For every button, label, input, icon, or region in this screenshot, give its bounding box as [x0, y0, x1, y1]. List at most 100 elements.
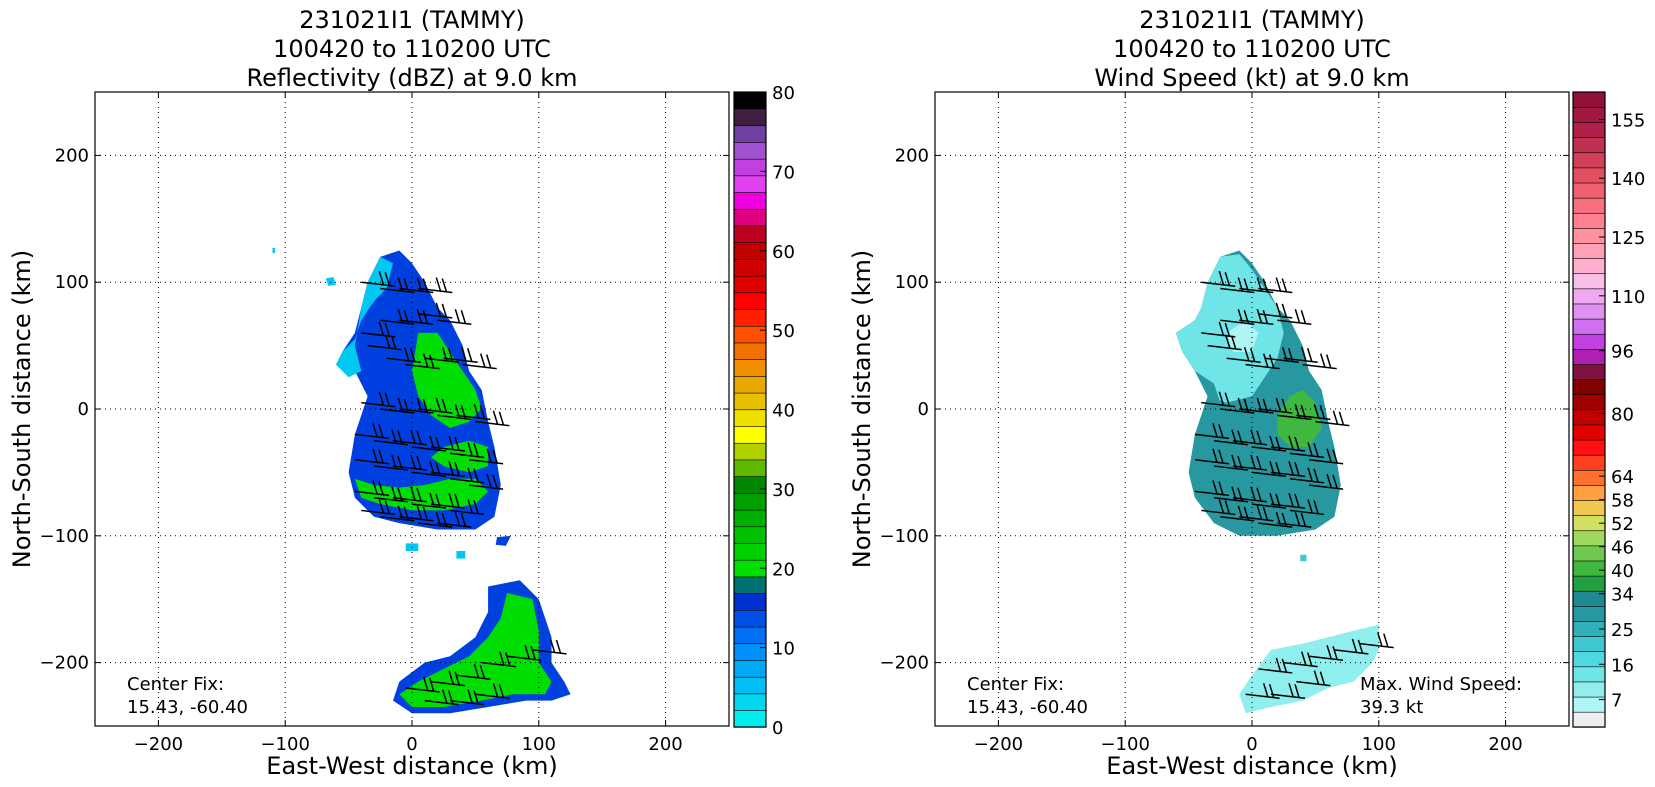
colorbar-segment — [733, 526, 767, 544]
x-tick-label: −100 — [260, 734, 309, 755]
wind-barb-12 — [405, 353, 440, 370]
colorbar-segment — [733, 392, 767, 411]
colorbar-segment — [733, 141, 767, 160]
wind-barb-9 — [437, 309, 472, 325]
colorbar-segment — [733, 208, 767, 227]
max-wind-text-line-1: Max. Wind Speed: — [1360, 674, 1522, 695]
wind-barb-21 — [456, 404, 491, 421]
y-axis-label: North-South distance (km) — [8, 250, 36, 569]
wind-barb-29 — [1308, 448, 1344, 465]
y-tick-label: 100 — [895, 272, 929, 293]
colorbar-segment — [1572, 137, 1606, 154]
colorbar-segment — [733, 425, 767, 444]
colorbar-segment — [733, 659, 767, 678]
wind-barb-14 — [1283, 347, 1318, 364]
colorbar-segment — [733, 191, 767, 210]
colorbar-segment — [733, 258, 767, 277]
wind-barb-47 — [437, 511, 472, 528]
colorbar-segment — [733, 342, 767, 360]
colorbar-segment — [1572, 439, 1606, 456]
wind-barb-7 — [1239, 309, 1274, 325]
storm-region-9 — [325, 277, 336, 286]
x-tick-label: −200 — [974, 734, 1023, 755]
wind-barb-30 — [1194, 448, 1230, 465]
wind-barb-30 — [354, 448, 390, 465]
colorbar-segment — [1572, 560, 1606, 577]
colorbar-tick-label: 80 — [1611, 404, 1634, 425]
wind-barb-5 — [1201, 321, 1236, 338]
colorbar-segment — [733, 643, 767, 661]
wind-barb-4 — [1258, 277, 1293, 294]
colorbar-segment — [733, 593, 767, 611]
center-fix-text-line-1: Center Fix: — [127, 674, 224, 695]
y-tick-label: 200 — [55, 145, 89, 166]
colorbar-segment — [733, 325, 767, 344]
colorbar-segment — [1572, 454, 1606, 471]
colorbar-segment — [733, 292, 767, 310]
wind-barb-54 — [1270, 683, 1306, 700]
storm-region-2 — [335, 256, 393, 378]
wind-barb-28 — [449, 442, 485, 459]
wind-barb-48 — [405, 676, 440, 693]
wind-barb-45 — [399, 505, 434, 522]
wind-barb-55 — [449, 689, 485, 706]
chart-panel-1: 231021I1 (TAMMY)100420 to 110200 UTCRefl… — [8, 6, 795, 780]
storm-region-7 — [1300, 554, 1307, 562]
wind-barb-27 — [430, 435, 466, 452]
colorbar-segment — [1572, 409, 1606, 426]
storm-region-7 — [399, 592, 552, 707]
y-tick-label: 0 — [918, 399, 929, 420]
storm-echo-layer — [272, 248, 571, 714]
wind-barb-42 — [1289, 499, 1325, 516]
wind-barb-25 — [1232, 429, 1268, 446]
colorbar-tick-label: 40 — [772, 401, 795, 422]
colorbar-tick-label: 96 — [1611, 342, 1634, 363]
colorbar-segment — [733, 442, 767, 461]
colorbar-tick-label: 30 — [772, 480, 795, 501]
wind-barb-50 — [456, 664, 491, 681]
colorbar-segment — [1572, 394, 1606, 411]
wind-barb-39 — [392, 486, 428, 503]
colorbar-segment — [1572, 242, 1606, 259]
colorbar-tick-label: 110 — [1611, 287, 1645, 308]
colorbar-segment — [1572, 333, 1606, 350]
colorbar-tick-label: 70 — [772, 162, 795, 183]
colorbar-segment — [1572, 681, 1606, 698]
wind-barb-8 — [1258, 302, 1293, 319]
wind-barb-1 — [361, 270, 396, 287]
colorbar-segment — [1572, 363, 1606, 380]
colorbar-tick-label: 155 — [1611, 110, 1645, 131]
wind-barb-11 — [1226, 347, 1261, 364]
storm-region-8 — [272, 248, 276, 253]
colorbar-segment — [733, 409, 767, 427]
wind-barb-12 — [1245, 353, 1280, 370]
colorbar-frame — [1572, 91, 1606, 728]
colorbar-segment — [1572, 91, 1606, 108]
colorbar-tick-label: 140 — [1611, 169, 1645, 190]
wind-barb-14 — [443, 347, 478, 364]
colorbar-tick-label: 52 — [1611, 514, 1634, 535]
wind-barb-22 — [1315, 410, 1350, 427]
colorbar-segment — [1572, 182, 1606, 199]
wind-barb-10 — [367, 334, 402, 351]
chart-title-line-3: Wind Speed (kt) at 9.0 km — [1094, 64, 1409, 92]
wind-barb-37 — [1194, 480, 1230, 497]
colorbar-segment — [1572, 106, 1606, 123]
storm-echo-layer — [1175, 250, 1394, 714]
colorbar-segment — [1572, 424, 1606, 441]
wind-barb-53 — [532, 638, 567, 655]
colorbar-segment — [733, 225, 767, 243]
wind-barb-19 — [1258, 397, 1293, 414]
colorbar-segment — [1572, 273, 1606, 290]
colorbar-tick-label: 7 — [1611, 691, 1622, 712]
colorbar-tick-label: 60 — [772, 242, 795, 263]
wind-barb-27 — [1270, 435, 1306, 452]
colorbar-segment — [1572, 258, 1606, 275]
colorbar-segment — [1572, 545, 1606, 562]
colorbar-tick-label: 125 — [1611, 228, 1645, 249]
chart-title-line-1: 231021I1 (TAMMY) — [299, 6, 525, 34]
wind-barb-39 — [1232, 486, 1268, 503]
colorbar-segment — [733, 91, 767, 110]
center-fix-text-line-2: 15.43, -60.40 — [127, 697, 248, 718]
colorbar-segment — [1572, 575, 1606, 592]
